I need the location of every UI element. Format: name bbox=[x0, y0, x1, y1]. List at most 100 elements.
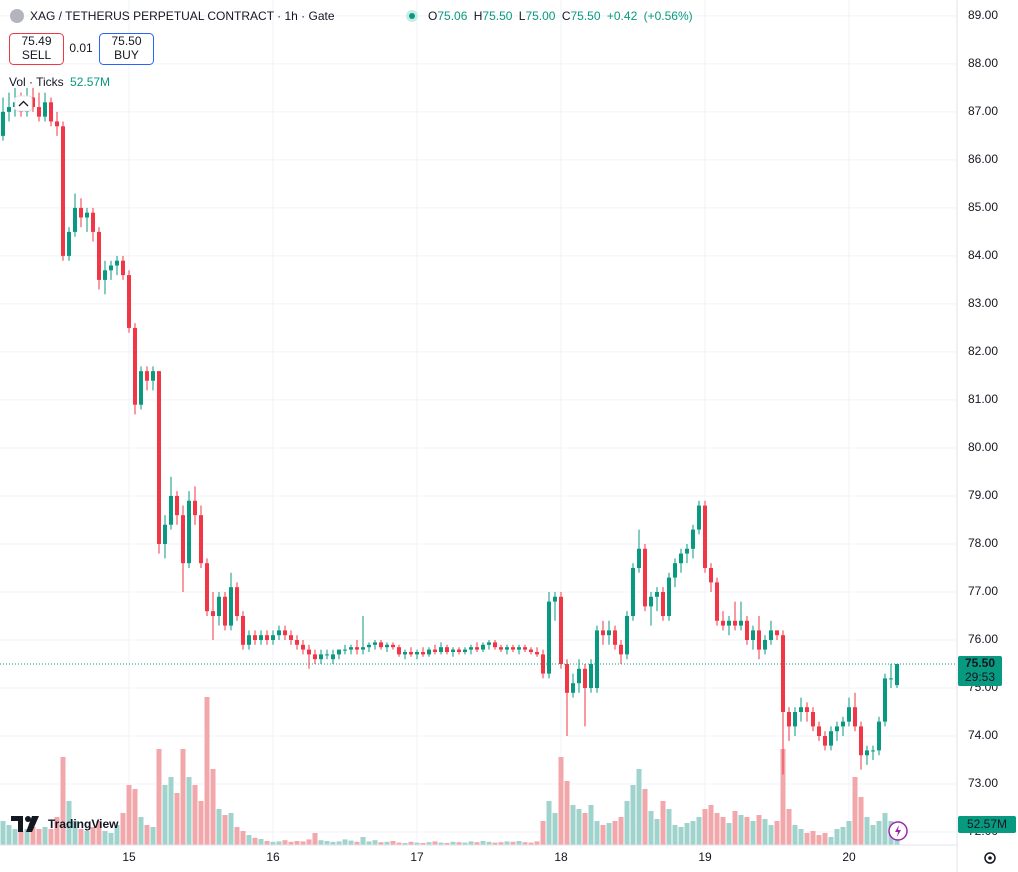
candle-body bbox=[403, 651, 407, 655]
candle-body bbox=[523, 647, 527, 650]
volume-bar bbox=[288, 841, 294, 845]
volume-bar bbox=[588, 805, 594, 845]
candle-body bbox=[103, 270, 107, 280]
x-tick-label: 19 bbox=[698, 850, 712, 864]
volume-bar bbox=[558, 757, 564, 845]
y-tick-label: 76.00 bbox=[968, 632, 998, 646]
candle-body bbox=[355, 647, 359, 650]
candle-body bbox=[295, 639, 299, 645]
candle-body bbox=[877, 721, 881, 751]
candle-body bbox=[397, 647, 401, 655]
symbol-title: XAG / TETHERUS PERPETUAL CONTRACT · 1h ·… bbox=[30, 9, 335, 23]
last-price-label: 75.50 bbox=[965, 656, 995, 670]
collapse-button[interactable] bbox=[14, 95, 33, 112]
candle-body bbox=[703, 505, 707, 568]
volume-bar bbox=[882, 813, 888, 845]
candle-body bbox=[739, 620, 743, 626]
logo-text: TradingView bbox=[48, 817, 119, 831]
volume-bar bbox=[318, 840, 324, 845]
volume-bar bbox=[876, 821, 882, 845]
candle-body bbox=[307, 649, 311, 655]
candle-body bbox=[637, 548, 641, 568]
candle-body bbox=[487, 642, 491, 645]
volume-bar bbox=[306, 839, 312, 845]
volume-bar bbox=[366, 841, 372, 845]
volume-bar bbox=[36, 829, 42, 845]
volume-bar bbox=[198, 801, 204, 845]
volume-bar bbox=[672, 825, 678, 845]
sell-label: SELL bbox=[22, 48, 52, 62]
volume-bar bbox=[744, 817, 750, 845]
sell-button[interactable] bbox=[9, 33, 64, 65]
candle-body bbox=[301, 644, 305, 650]
candle-body bbox=[475, 647, 479, 650]
change-pct: (+0.56%) bbox=[644, 9, 693, 23]
volume-bar bbox=[246, 835, 252, 845]
volume-bar bbox=[342, 839, 348, 845]
ohlc-key: L bbox=[519, 9, 526, 23]
volume-bar bbox=[858, 797, 864, 845]
candle-body bbox=[283, 630, 287, 636]
candle-body bbox=[205, 563, 209, 612]
x-tick-label: 15 bbox=[122, 850, 136, 864]
candle-body bbox=[247, 635, 251, 645]
volume-bar bbox=[762, 819, 768, 845]
settings-icon[interactable] bbox=[984, 852, 996, 864]
volume-bar bbox=[348, 840, 354, 845]
volume-bar bbox=[60, 757, 66, 845]
candle-body bbox=[601, 630, 605, 636]
candle-body bbox=[871, 750, 875, 752]
volume-bar bbox=[108, 833, 114, 845]
volume-bar bbox=[594, 821, 600, 845]
candle-body bbox=[823, 736, 827, 746]
volume-bar bbox=[774, 821, 780, 845]
volume-bar bbox=[540, 821, 546, 845]
volume-bar bbox=[132, 789, 138, 845]
ohlc-key: H bbox=[474, 9, 483, 23]
ohlc-value: 75.50 bbox=[571, 9, 601, 23]
y-tick-label: 85.00 bbox=[968, 200, 998, 214]
volume-bar bbox=[708, 805, 714, 845]
logo-mark bbox=[11, 816, 23, 832]
candle-body bbox=[439, 647, 443, 652]
candle-body bbox=[217, 596, 221, 616]
volume-bar bbox=[492, 842, 498, 845]
candle-body bbox=[49, 102, 53, 122]
y-tick-label: 77.00 bbox=[968, 584, 998, 598]
candle-body bbox=[571, 683, 575, 693]
volume-bar bbox=[654, 819, 660, 845]
volume-bar bbox=[54, 817, 60, 845]
volume-bar bbox=[870, 825, 876, 845]
volume-bar bbox=[768, 825, 774, 845]
candle-body bbox=[115, 260, 119, 266]
candle-body bbox=[793, 712, 797, 727]
candle-body bbox=[535, 651, 539, 655]
y-tick-label: 73.00 bbox=[968, 776, 998, 790]
volume-bar bbox=[834, 829, 840, 845]
candle-body bbox=[91, 212, 95, 232]
buy-label: BUY bbox=[114, 48, 139, 62]
volume-bar bbox=[696, 817, 702, 845]
status-dot bbox=[409, 13, 415, 19]
volume-bar bbox=[804, 833, 810, 845]
candle-body bbox=[691, 529, 695, 549]
candle-body bbox=[409, 651, 413, 655]
ohlc: O75.06 H75.50 L75.00 C75.50 +0.42 (+0.56… bbox=[428, 9, 693, 23]
ohlc-value: 75.00 bbox=[525, 9, 555, 23]
volume-bar bbox=[162, 785, 168, 845]
candle-body bbox=[73, 207, 77, 232]
candle-body bbox=[343, 649, 347, 651]
candle-body bbox=[859, 726, 863, 756]
volume-bar bbox=[384, 841, 390, 845]
candle-body bbox=[121, 260, 125, 276]
volume-tag-label: 52.57M bbox=[967, 817, 1007, 831]
candle-body bbox=[43, 102, 47, 117]
volume-bar bbox=[702, 809, 708, 845]
candle-body bbox=[589, 663, 593, 689]
buy-button[interactable] bbox=[99, 33, 154, 65]
candle-body bbox=[61, 126, 65, 256]
candle-body bbox=[679, 553, 683, 564]
candle-body bbox=[211, 611, 215, 616]
volume-bar bbox=[792, 825, 798, 845]
volume-bar bbox=[660, 801, 666, 845]
